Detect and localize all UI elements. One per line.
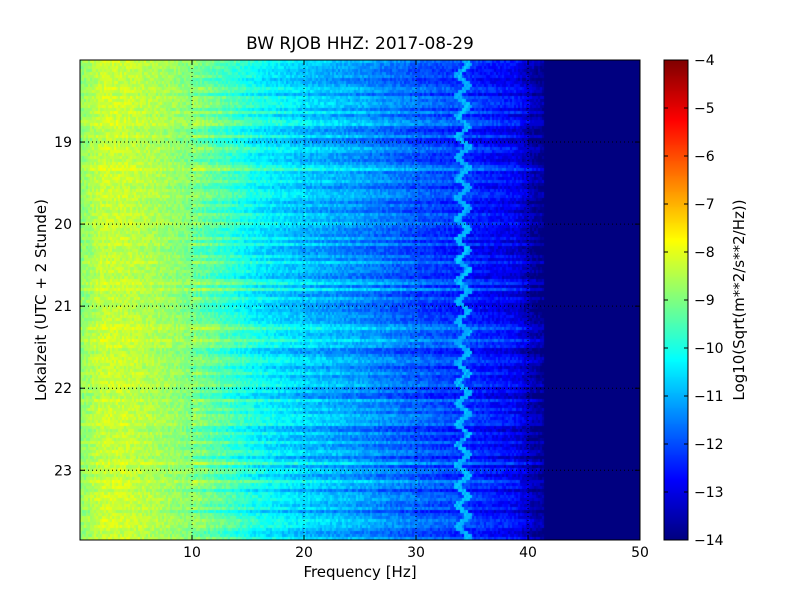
y-tick-label: 20	[54, 217, 72, 233]
colorbar: −4 −5 −6 −7 −8 −9 −10 −11 −12 −13 −14	[663, 53, 724, 549]
x-tick-label: 40	[519, 545, 537, 561]
colorbar-tick-label: −5	[694, 101, 715, 117]
y-tick-label: 23	[54, 463, 72, 479]
y-tick-label: 19	[54, 135, 72, 151]
y-axis-label: Lokalzeit (UTC + 2 Stunde)	[32, 199, 50, 401]
colorbar-tick-label: −12	[694, 437, 724, 453]
x-tick-label: 50	[631, 545, 649, 561]
grid-lines	[80, 60, 640, 540]
colorbar-tick-label: −8	[694, 245, 715, 261]
y-tick-label: 21	[54, 299, 72, 315]
plot-frame	[79, 59, 641, 541]
x-tick-label: 30	[407, 545, 425, 561]
x-axis-label: Frequency [Hz]	[303, 563, 416, 581]
colorbar-label: Log10(Sqrt(m**2/s**2/Hz))	[730, 199, 748, 400]
y-axis: 19 20 21 22 23	[54, 135, 640, 479]
plot-area	[79, 59, 641, 541]
colorbar-tick-label: −13	[694, 485, 724, 501]
chart-title: BW RJOB HHZ: 2017-08-29	[246, 34, 474, 54]
colorbar-tick-label: −14	[694, 533, 724, 549]
y-tick-label: 22	[54, 381, 72, 397]
x-tick-label: 10	[183, 545, 201, 561]
colorbar-tick-label: −4	[694, 53, 715, 69]
colorbar-tick-label: −6	[694, 149, 715, 165]
colorbar-tick-label: −7	[694, 197, 715, 213]
x-tick-label: 20	[295, 545, 313, 561]
spectrogram-heatmap	[80, 60, 640, 540]
colorbar-tick-label: −9	[694, 293, 715, 309]
colorbar-tick-label: −11	[694, 389, 724, 405]
colorbar-ticks: −4 −5 −6 −7 −8 −9 −10 −11 −12 −13 −14	[664, 53, 724, 549]
x-axis: 10 20 30 40 50	[183, 60, 649, 561]
colorbar-tick-label: −10	[694, 341, 724, 357]
